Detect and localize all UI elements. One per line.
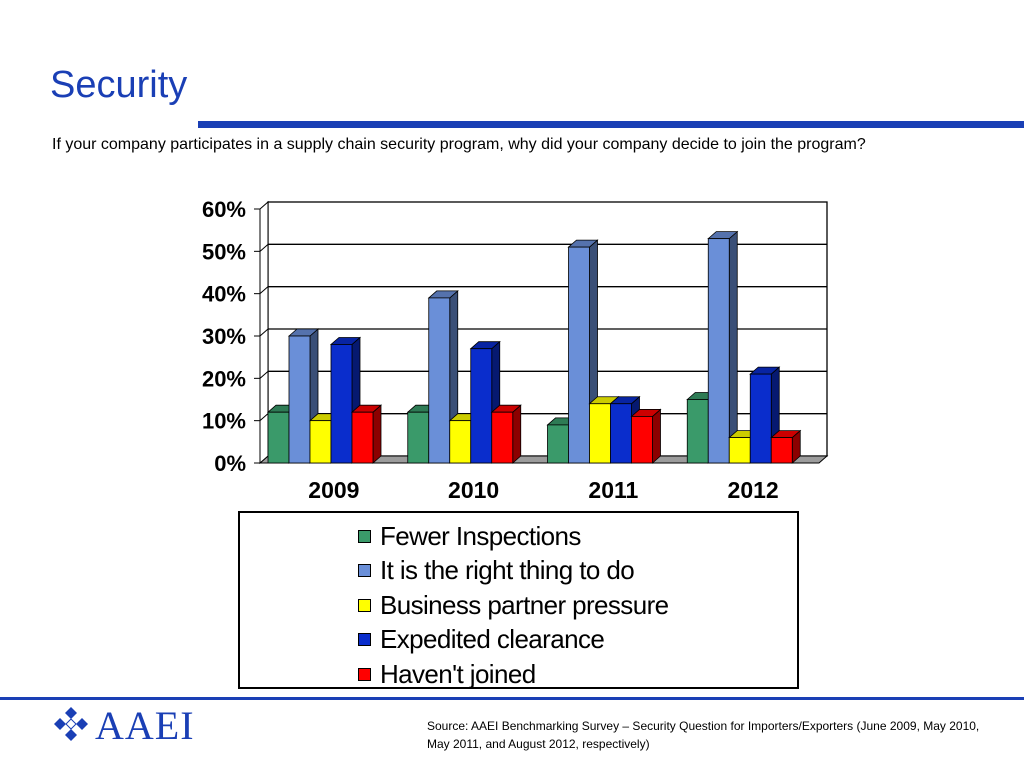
gridline-side xyxy=(259,328,269,337)
bar-front-face xyxy=(749,373,772,464)
legend-item: Fewer Inspections xyxy=(358,519,668,554)
bar-front-face xyxy=(288,335,311,464)
legend-label: Fewer Inspections xyxy=(380,520,581,551)
bar-front-face xyxy=(610,403,632,464)
y-tick-label: 60% xyxy=(202,197,246,222)
y-tick-label: 0% xyxy=(214,451,246,476)
bar-front-face xyxy=(330,344,353,464)
diamond-cluster-icon xyxy=(54,707,88,741)
bar-front-face xyxy=(470,348,493,464)
bar-front-face xyxy=(589,403,611,464)
x-tick-label: 2012 xyxy=(728,477,779,503)
bar-front-face xyxy=(686,399,709,464)
bar-front-face xyxy=(631,416,653,464)
y-tick-label: 10% xyxy=(202,409,246,434)
gridline-side xyxy=(259,286,269,295)
legend-item: Expedited clearance xyxy=(358,623,668,658)
logo-text: AAEI xyxy=(95,703,195,748)
legend-item: Business partner pressure xyxy=(358,588,669,623)
legend-swatch xyxy=(358,564,371,578)
x-tick-label: 2009 xyxy=(308,477,359,503)
legend-label: Expedited clearance xyxy=(380,624,605,655)
bar-front-face xyxy=(351,411,374,464)
bar-front-face xyxy=(547,424,569,464)
bar-front-face xyxy=(407,411,430,464)
bar-side-face xyxy=(512,404,522,464)
bar xyxy=(350,404,383,464)
title-underline xyxy=(198,121,1024,128)
y-tick-label: 40% xyxy=(202,282,246,307)
bar-side-face xyxy=(652,408,661,464)
bar-front-face xyxy=(770,437,793,464)
legend-swatch xyxy=(358,529,371,543)
bar-side-face xyxy=(372,404,382,464)
legend-label: It is the right thing to do xyxy=(380,555,635,586)
aaei-logo: AAEI xyxy=(50,705,195,747)
x-tick-label: 2011 xyxy=(588,477,638,503)
y-tick-label: 20% xyxy=(202,366,246,391)
legend-swatch xyxy=(358,633,371,647)
bar-front-face xyxy=(309,420,332,464)
legend-label: Business partner pressure xyxy=(380,589,669,620)
legend-label: Haven't joined xyxy=(380,658,536,689)
bar xyxy=(630,408,662,464)
bar-front-face xyxy=(267,411,290,464)
legend-items: Fewer Inspections It is the right thing t… xyxy=(358,519,669,692)
gridline-side xyxy=(259,413,269,422)
bar xyxy=(770,429,802,464)
gridline-side xyxy=(259,243,269,252)
bar-front-face xyxy=(728,437,751,464)
legend-item: It is the right thing to do xyxy=(358,554,668,589)
bar-front-face xyxy=(568,246,590,464)
survey-question: If your company participates in a supply… xyxy=(52,136,866,153)
bar-chart: 0% 10% 20% 30% 40% 50% 60% 2009 2010 2011 2012 xyxy=(202,197,829,503)
gridline-side xyxy=(259,370,269,379)
y-tick-label: 50% xyxy=(202,239,246,264)
bar-front-face xyxy=(449,420,472,464)
bar-front-face xyxy=(428,297,451,464)
x-tick-label: 2010 xyxy=(448,477,499,503)
legend-swatch xyxy=(358,667,371,681)
bar-side-face xyxy=(728,230,738,464)
bar xyxy=(490,404,522,464)
bar xyxy=(707,230,739,464)
bar-front-face xyxy=(491,411,514,464)
bar-front-face xyxy=(707,238,730,464)
chart-legend: Fewer Inspections It is the right thing t… xyxy=(238,511,799,689)
slide-title: Security xyxy=(50,64,188,106)
legend-item: Haven't joined xyxy=(358,657,668,692)
legend-swatch xyxy=(358,598,371,612)
footer-divider xyxy=(0,697,1024,700)
y-tick-label: 30% xyxy=(202,324,246,349)
source-note: Source: AAEI Benchmarking Survey – Secur… xyxy=(427,719,980,751)
